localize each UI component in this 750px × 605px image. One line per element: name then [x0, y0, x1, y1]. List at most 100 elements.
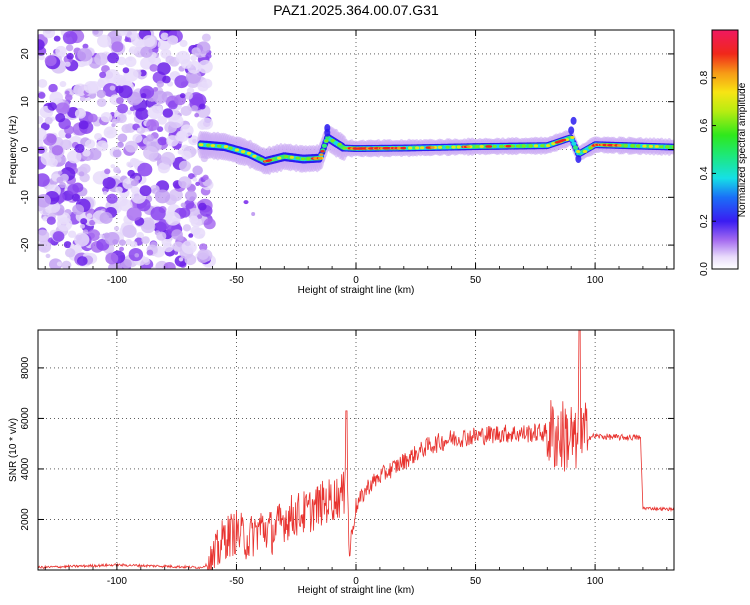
spectrogram-noise-cell: [49, 258, 63, 269]
spectrogram-noise-cell: [77, 47, 93, 62]
spectrogram-tone-speck: [576, 149, 581, 153]
spectrogram-noise-cell: [59, 80, 67, 88]
spectrogram-noise-cell: [191, 47, 201, 56]
spectrogram-noise-cell: [48, 83, 58, 93]
spectrogram-noise-cell: [117, 142, 124, 149]
spectrogram-noise-cell: [141, 217, 155, 230]
spectrogram-noise-cell: [82, 149, 91, 157]
spectrogram-noise-cell: [55, 113, 66, 123]
spectrogram-tone-speck: [533, 144, 539, 148]
spectrogram-tone-speck: [342, 146, 347, 150]
spectrogram-tone-speck: [306, 157, 311, 161]
spectrogram-noise-cell: [157, 136, 168, 146]
spectrogram-tone-speck: [228, 146, 233, 150]
spectrogram-noise-cell: [117, 133, 128, 143]
spectrogram-ytick-label: 0: [20, 146, 31, 152]
colorbar-ticks: 0.0 0.2 0.4 0.6 0.8: [699, 70, 716, 276]
spectrogram-tone-speck: [295, 156, 300, 160]
spectrogram-tone-peak: [506, 144, 512, 148]
spectrogram-ytick-label: 20: [20, 48, 31, 60]
spectrogram-noise-cell: [184, 92, 193, 100]
spectrogram-tone-speck: [665, 145, 670, 149]
spectrogram-noise-cell: [180, 202, 186, 208]
spectrogram-tone-speck: [252, 154, 257, 158]
spectrogram-tone-speck: [510, 144, 516, 148]
spectrogram-noise-cell: [130, 240, 138, 248]
spectrogram-tone-speck: [451, 145, 456, 149]
spectrogram-xtick-label: 50: [470, 275, 482, 286]
spectrogram-noise-cell: [205, 53, 212, 59]
spectrogram-noise-cell: [203, 218, 216, 230]
spectrogram-noise-cell: [64, 90, 70, 95]
spectrogram-noise-cell: [38, 39, 45, 51]
spectrogram-noise-cell: [124, 140, 138, 153]
spectrogram-noise-cell: [62, 30, 78, 45]
spectrogram-noise-cell: [79, 96, 86, 102]
spectrogram-noise-cell: [188, 233, 194, 238]
spectrogram-noise-cell: [38, 173, 50, 187]
spectrogram-noise-cell: [71, 193, 81, 202]
spectrogram-noise-cell: [131, 158, 141, 168]
spectrogram-noise-cell: [61, 260, 72, 269]
spectrogram-noise-cell: [142, 35, 156, 47]
spectrogram-noise-cell: [165, 55, 175, 64]
spectrogram-noise-cell: [108, 129, 114, 135]
spectrogram-noise-cell: [195, 181, 200, 187]
spectrogram-noise-cell: [113, 166, 121, 174]
spectrogram-tone-speck: [408, 146, 413, 150]
spectrogram-noise-cell: [146, 134, 155, 142]
colorbar-tick-label: 0.4: [699, 166, 710, 180]
spectrogram-noise-cell: [107, 52, 119, 64]
spectrogram-noise-cell: [128, 48, 134, 54]
spectrogram-noise-cell: [42, 30, 56, 39]
spectrogram-noise-cell: [134, 175, 141, 181]
spectrogram-noise-cell: [38, 92, 46, 99]
colorbar: 0.0 0.2 0.4 0.6 0.8 Normalized spectral ampl…: [699, 29, 748, 276]
spectrogram-tone-feature: [568, 126, 575, 135]
spectrogram-noise-cell: [100, 112, 113, 123]
spectrogram-noise-cell: [143, 145, 159, 160]
spectrogram-noise-cell: [38, 116, 44, 124]
spectrogram-noise-cell: [122, 224, 137, 238]
spectrogram-noise-cell: [73, 83, 88, 97]
snr-xtick-label: -100: [107, 576, 127, 587]
spectrogram-noise-cell: [110, 164, 116, 169]
spectrogram-tone-peak: [561, 138, 567, 142]
spectrogram-noise-cell: [78, 171, 85, 177]
spectrogram-tone-speck: [246, 151, 252, 155]
spectrogram-noise-cell: [55, 45, 67, 57]
spectrogram-noise-cell: [171, 229, 183, 240]
spectrogram-noise-cell: [118, 239, 126, 246]
spectrogram-noise-cell: [56, 176, 64, 184]
spectrogram-noise-cell: [157, 116, 167, 125]
spectrogram-noise-cell: [169, 72, 175, 77]
spectrogram-noise-cell: [126, 207, 142, 221]
spectrogram-noise-cell: [150, 206, 166, 221]
spectrogram-xtick-label: 100: [587, 275, 604, 286]
snr-xtick-label: 0: [353, 576, 359, 587]
spectrogram-noise-cell: [194, 113, 200, 118]
spectrogram-noise-cell: [156, 126, 164, 133]
spectrogram-noise-cell: [105, 252, 119, 265]
spectrogram-noise-cell: [201, 33, 211, 42]
spectrogram-tone-peak: [430, 146, 435, 149]
colorbar-gradient: [711, 29, 739, 270]
spectrogram-ytick-label: -20: [20, 237, 31, 252]
spectrogram-noise-cell: [152, 87, 159, 92]
spectrogram-noise-cell: [124, 37, 130, 43]
spectrogram-noise-cell: [198, 103, 206, 110]
spectrogram-tone-speck: [445, 145, 450, 149]
colorbar-label: Normalized spectral amplitude: [737, 82, 748, 217]
spectrogram-xlabel: Height of straight line (km): [298, 285, 415, 296]
spectrogram-noise-cell: [80, 218, 88, 225]
spectrogram-noise-cell: [150, 266, 157, 269]
spectrogram-noise-cell: [99, 211, 113, 224]
snr-ytick-label: 8000: [20, 356, 31, 379]
spectrogram-noise-cell: [177, 149, 184, 155]
spectrogram-noise-cell: [124, 56, 137, 68]
spectrogram-noise-cell: [129, 106, 136, 112]
spectrogram-noise-cell: [126, 109, 132, 115]
spectrogram-tone-feature: [324, 123, 331, 132]
spectrogram-noise-cell: [57, 170, 63, 175]
spectrogram-tone-speck: [289, 155, 295, 159]
